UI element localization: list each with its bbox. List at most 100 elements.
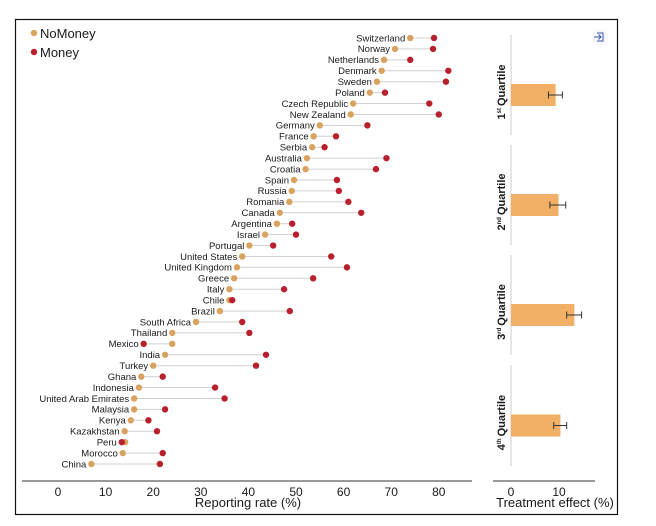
country-row: Netherlands bbox=[328, 55, 414, 66]
point-money bbox=[159, 373, 166, 380]
point-nomoney bbox=[380, 56, 388, 64]
country-row: Spain bbox=[265, 175, 341, 186]
quartile-group: 4thQuartile bbox=[496, 365, 568, 466]
x-tick-label: 10 bbox=[99, 485, 113, 499]
sign-in-icon[interactable] bbox=[592, 29, 608, 45]
country-row: Kenya bbox=[99, 416, 152, 427]
point-money bbox=[333, 176, 341, 184]
country-row: South Africa bbox=[140, 317, 246, 328]
x-tick-label: 40 bbox=[242, 485, 256, 499]
point-nomoney bbox=[150, 362, 157, 369]
point-money bbox=[145, 417, 152, 424]
point-nomoney bbox=[349, 100, 357, 107]
point-money bbox=[335, 187, 343, 195]
country-label: Argentina bbox=[231, 219, 272, 230]
country-label: Poland bbox=[335, 88, 365, 99]
country-row: Switzerland bbox=[356, 33, 438, 44]
country-label: Portugal bbox=[209, 241, 244, 252]
country-row: Sweden bbox=[338, 77, 450, 88]
point-nomoney bbox=[373, 78, 381, 85]
point-nomoney bbox=[261, 231, 269, 238]
point-money bbox=[269, 242, 277, 249]
country-label: Brazil bbox=[191, 306, 215, 317]
country-row: France bbox=[279, 132, 340, 143]
country-label: Spain bbox=[265, 175, 289, 186]
point-nomoney bbox=[135, 384, 143, 391]
point-money bbox=[358, 209, 365, 216]
quartile-word: Quartile bbox=[496, 395, 508, 437]
point-nomoney bbox=[302, 165, 309, 173]
x-tick-label: 70 bbox=[385, 485, 399, 499]
x-tick-label: 30 bbox=[194, 485, 208, 499]
quartile-number: 1 bbox=[496, 113, 508, 119]
point-money bbox=[252, 362, 260, 369]
country-label: Peru bbox=[97, 437, 117, 448]
point-nomoney bbox=[138, 373, 145, 380]
point-nomoney bbox=[127, 417, 135, 424]
point-money bbox=[430, 34, 438, 42]
country-row: Kazakhstan bbox=[70, 427, 161, 438]
x-tick-label: 60 bbox=[337, 485, 351, 499]
point-money bbox=[153, 428, 161, 435]
country-row: Germany bbox=[276, 121, 371, 132]
country-row: United States bbox=[180, 252, 335, 263]
point-money bbox=[280, 286, 288, 293]
point-money bbox=[429, 45, 437, 53]
country-label: Russia bbox=[258, 186, 288, 197]
quartile-bar-chart: 1stQuartile2ndQuartile3rdQuartile4thQuar… bbox=[496, 35, 583, 466]
point-nomoney bbox=[391, 45, 399, 53]
country-row: Malaysia bbox=[92, 405, 169, 416]
point-money bbox=[262, 351, 270, 358]
x-axis-title-right: Treatment effect (%) bbox=[496, 495, 614, 510]
bar bbox=[511, 84, 556, 106]
country-label: Czech Republic bbox=[282, 99, 349, 110]
point-money bbox=[381, 89, 389, 96]
point-money bbox=[309, 275, 317, 282]
point-nomoney bbox=[316, 122, 323, 129]
country-label: United States bbox=[180, 252, 237, 263]
x-tick-label: 0 bbox=[508, 485, 515, 499]
bar bbox=[511, 304, 575, 326]
country-row: Indonesia bbox=[93, 383, 219, 394]
point-money bbox=[239, 318, 246, 326]
country-label: Chile bbox=[203, 295, 225, 306]
quartile-suffix: st bbox=[497, 108, 503, 113]
point-money bbox=[332, 133, 340, 140]
point-nomoney bbox=[347, 111, 354, 118]
legend-marker-nomoney bbox=[30, 29, 38, 37]
quartile-group: 1st Quartile bbox=[496, 35, 563, 135]
point-nomoney bbox=[378, 67, 385, 74]
country-row: Chile bbox=[203, 295, 236, 306]
point-money bbox=[407, 56, 414, 64]
point-nomoney bbox=[246, 242, 253, 249]
country-row: Mexico bbox=[109, 339, 176, 350]
point-money bbox=[345, 198, 352, 206]
quartile-suffix: th bbox=[497, 438, 503, 444]
country-label: Germany bbox=[276, 121, 315, 132]
country-row: Peru bbox=[97, 437, 129, 448]
country-label: Italy bbox=[207, 285, 225, 296]
quartile-label: 3rdQuartile bbox=[496, 284, 508, 340]
point-money bbox=[246, 329, 253, 337]
country-label: Serbia bbox=[280, 143, 308, 154]
country-label: Kenya bbox=[99, 416, 127, 427]
country-row: Czech Republic bbox=[282, 99, 433, 110]
x-tick-label: 10 bbox=[552, 485, 566, 499]
x-tick-label: 0 bbox=[55, 485, 62, 499]
bar bbox=[511, 194, 559, 216]
point-money bbox=[221, 395, 228, 402]
x-tick-label: 50 bbox=[289, 485, 303, 499]
quartile-number: 3 bbox=[496, 334, 508, 340]
point-money bbox=[159, 449, 166, 457]
point-money bbox=[140, 340, 147, 348]
country-row: Portugal bbox=[209, 241, 277, 252]
country-row: Thailand bbox=[131, 328, 253, 339]
point-nomoney bbox=[288, 187, 295, 195]
quartile-word: Quartile bbox=[496, 173, 508, 215]
point-money bbox=[288, 220, 296, 227]
point-nomoney bbox=[290, 176, 298, 184]
point-nomoney bbox=[169, 329, 176, 337]
point-money bbox=[292, 231, 300, 238]
country-row: Greece bbox=[198, 274, 317, 285]
